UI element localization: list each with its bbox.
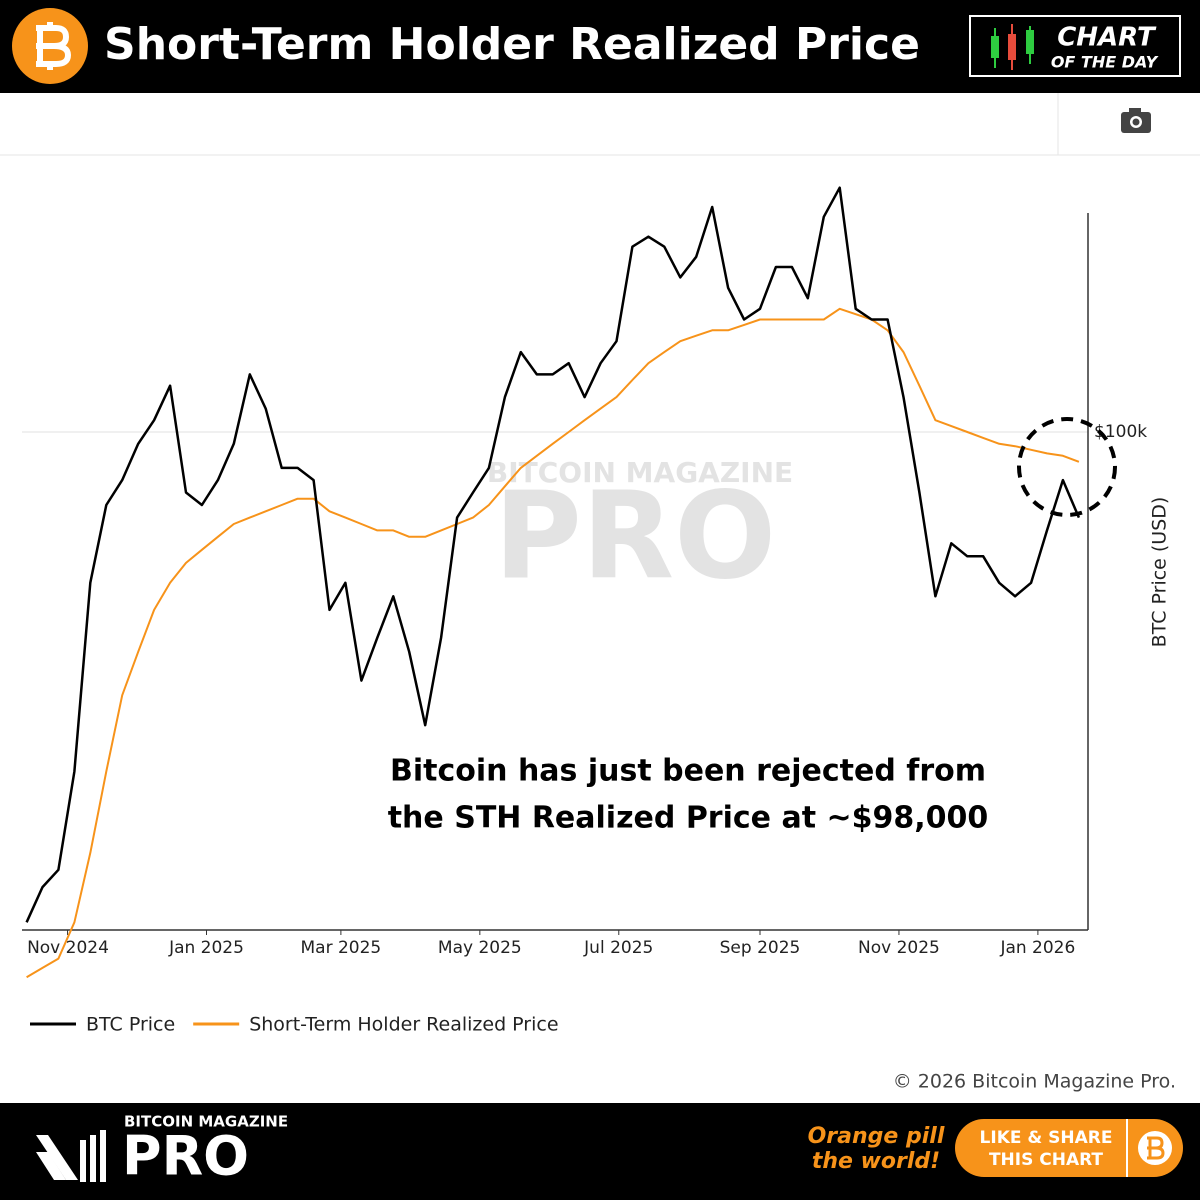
x-tick-label: Jan 2026 [999,938,1075,958]
title: Short-Term Holder Realized Price [104,19,920,70]
watermark: BITCOIN MAGAZINE [487,456,793,489]
footer-logo [36,1130,106,1182]
badge-text: OF THE DAY [1051,53,1159,72]
legend-label: BTC Price [86,1014,175,1036]
share-button[interactable] [955,1119,1183,1177]
watermark: PRO [494,468,776,607]
x-tick-label: Nov 2025 [858,938,940,958]
footer-brand: BITCOIN MAGAZINE [124,1113,288,1131]
footer-brand: PRO [122,1125,249,1188]
highlight-circle [1017,417,1117,517]
y-axis-label: BTC Price (USD) [1149,497,1171,648]
badge-text: CHART [1057,23,1157,53]
camera-button[interactable] [1121,108,1151,133]
btc-logo-mark [36,22,72,70]
x-tick-label: Jul 2025 [583,938,653,958]
slogan: the world! [812,1149,940,1174]
legend-label: Short-Term Holder Realized Price [249,1014,558,1036]
slogan: Orange pill [808,1124,945,1149]
candles [991,24,1034,70]
share-text: THIS CHART [989,1150,1103,1170]
x-tick-label: May 2025 [438,938,522,958]
series-line [25,186,1081,923]
x-tick-label: Jan 2025 [168,938,244,958]
share-text: LIKE & SHARE [980,1128,1113,1148]
y-tick-label: $100k [1094,422,1147,442]
x-tick-label: Mar 2025 [301,938,382,958]
copyright: © 2026 Bitcoin Magazine Pro. [893,1071,1176,1093]
annotation: Bitcoin has just been rejected from [390,754,986,789]
x-tick-label: Nov 2024 [27,938,109,958]
annotation: the STH Realized Price at ~$98,000 [388,801,989,836]
x-tick-label: Sep 2025 [720,938,801,958]
badge [969,15,1181,77]
series-line [26,307,1080,979]
